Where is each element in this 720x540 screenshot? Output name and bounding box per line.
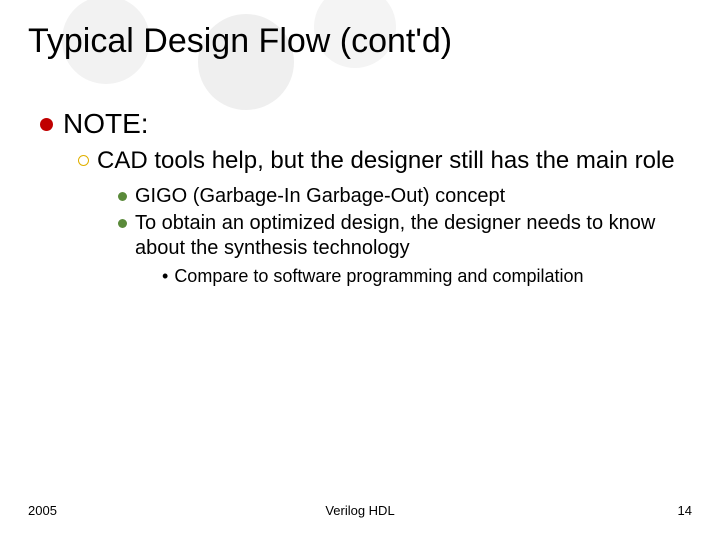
level3-text-a: GIGO (Garbage-In Garbage-Out) concept (135, 184, 505, 209)
footer-year: 2005 (28, 503, 57, 518)
level1-text: NOTE: (63, 108, 149, 140)
slide-content: NOTE: CAD tools help, but the designer s… (40, 108, 690, 288)
slide-title: Typical Design Flow (cont'd) (28, 22, 452, 61)
bullet-level1: NOTE: (40, 108, 690, 140)
bullet-dot-icon (118, 192, 127, 201)
footer-page-number: 14 (678, 503, 692, 518)
bullet-dash-icon: • (162, 265, 168, 288)
bullet-dot-icon (118, 219, 127, 228)
bullet-level2: CAD tools help, but the designer still h… (78, 146, 690, 176)
bullet-ring-icon (78, 155, 89, 166)
bullet-level3: GIGO (Garbage-In Garbage-Out) concept (118, 184, 690, 209)
level3-text-b: To obtain an optimized design, the desig… (135, 211, 690, 261)
bullet-level4: • Compare to software programming and co… (162, 265, 690, 288)
level4-text: Compare to software programming and comp… (174, 265, 583, 288)
footer-title: Verilog HDL (325, 503, 394, 518)
bullet-dot-icon (40, 118, 53, 131)
level2-text: CAD tools help, but the designer still h… (97, 146, 675, 176)
bullet-level3: To obtain an optimized design, the desig… (118, 211, 690, 261)
